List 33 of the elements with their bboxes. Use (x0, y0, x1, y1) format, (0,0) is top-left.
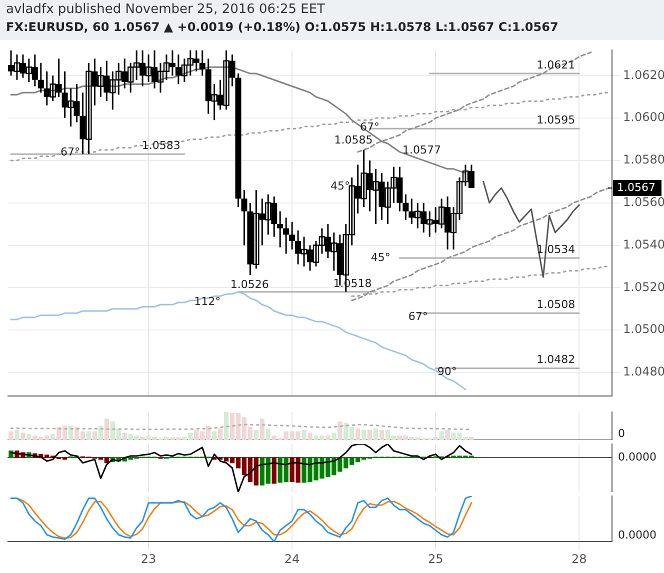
y-tick-label: 1.0580 (623, 152, 664, 167)
y-tick-label: 1.0560 (623, 194, 664, 209)
y-tick-label: 1.0620 (623, 68, 664, 82)
annotation: 1.0526 (230, 278, 269, 292)
chart-subtitle: FX:EURUSD, 60 1.0567 ▲ +0.0019 (+0.18%) O:1.0575 H:1.0578 L:1.0567 C:1.0567 (6, 20, 558, 34)
x-tick-label: 24 (284, 552, 300, 566)
x-tick-label: 23 (140, 552, 156, 566)
chart-title: avladfx published November 25, 2016 06:25 EET (6, 2, 326, 17)
series-label: 1.0482 (536, 353, 576, 366)
annotation: 1.0585 (334, 134, 373, 147)
series-label: 1.0508 (536, 298, 576, 311)
annotation: 90° (437, 364, 457, 378)
series-label: 1.0583 (142, 138, 180, 152)
y-tick-label: 1.0480 (623, 364, 664, 379)
y-tick-label: 1.0500 (623, 322, 664, 336)
series-label: 1.0595 (536, 114, 576, 127)
annotation: 1.0577 (402, 143, 441, 156)
y-tick-label: 1.0540 (623, 237, 664, 252)
annotation: 67° (408, 310, 428, 324)
annotation: 112° (194, 295, 221, 308)
x-tick-label: 25 (428, 552, 444, 566)
annotation: 45° (330, 180, 350, 193)
text: 0.0000 (618, 528, 656, 542)
series-label: 1.0621 (536, 58, 576, 72)
y-tick-label: 1.0600 (623, 110, 664, 124)
y-tick-label: 1.0520 (623, 280, 664, 294)
annotation: 67° (60, 145, 80, 158)
text: 0 (618, 426, 625, 440)
annotation: 67° (360, 120, 380, 134)
text: 0.0000 (618, 450, 656, 464)
x-tick-label: 28 (571, 552, 587, 566)
annotation: 45° (370, 251, 390, 264)
ref-line-label: 1.0567 (617, 180, 656, 194)
